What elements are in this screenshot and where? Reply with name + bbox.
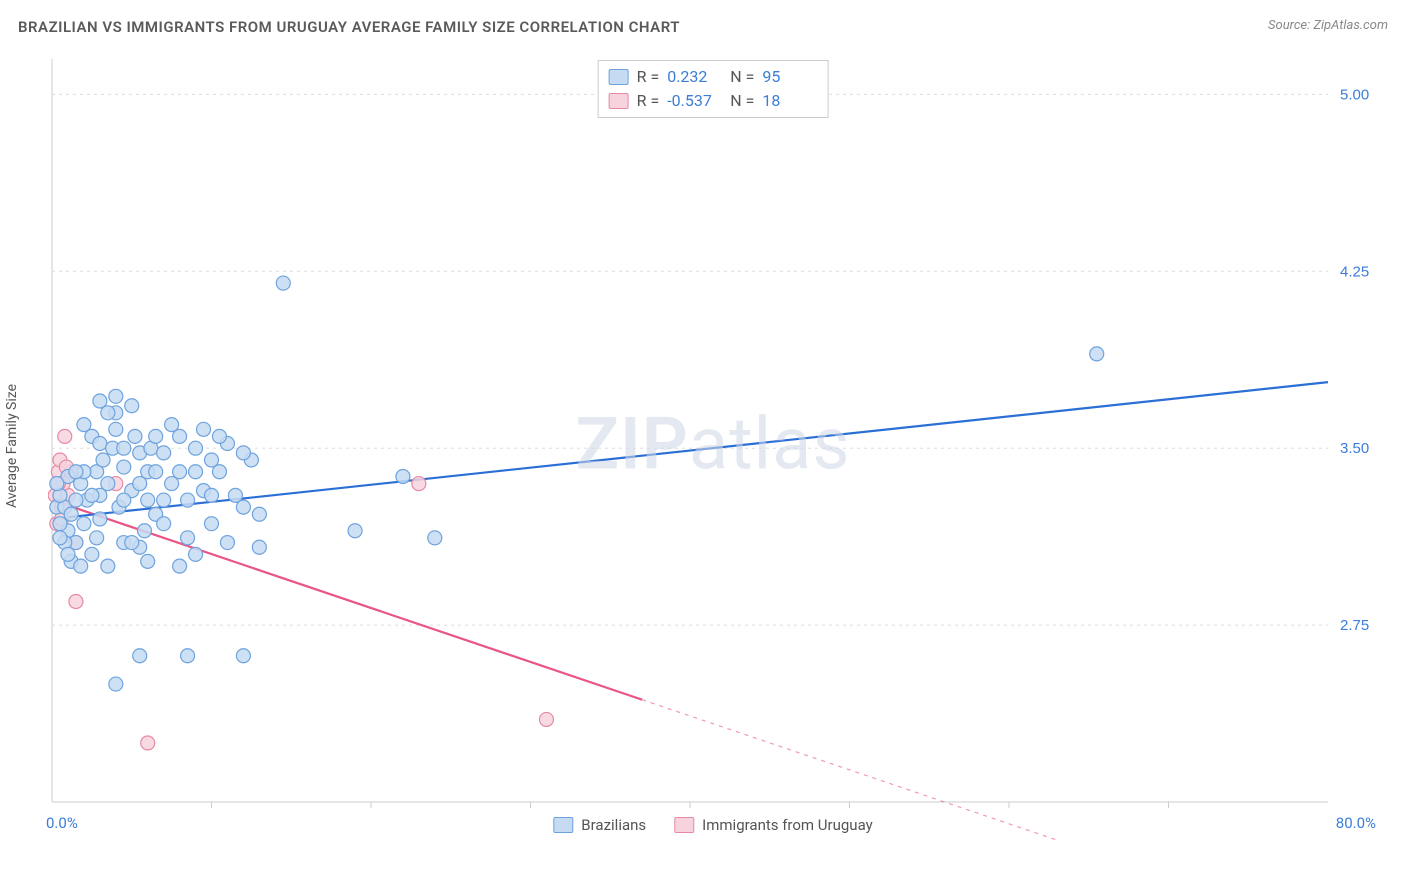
svg-text:3.50: 3.50	[1340, 440, 1369, 457]
svg-text:4.25: 4.25	[1340, 263, 1369, 280]
swatch-series1	[609, 69, 629, 85]
legend-label-1: Brazilians	[581, 816, 646, 834]
legend-swatch-2	[674, 817, 694, 833]
stats-row-series2: R = -0.537 N = 18	[609, 89, 818, 113]
stats-row-series1: R = 0.232 N = 95	[609, 65, 818, 89]
source-attribution: Source: ZipAtlas.com	[1268, 18, 1388, 33]
n-label: N =	[730, 65, 754, 89]
legend-label-2: Immigrants from Uruguay	[702, 816, 873, 834]
n-value-1: 95	[762, 65, 817, 89]
n-value-2: 18	[762, 89, 817, 113]
legend-item-2: Immigrants from Uruguay	[674, 816, 873, 834]
correlation-stats-box: R = 0.232 N = 95 R = -0.537 N = 18	[598, 60, 829, 118]
chart-header: BRAZILIAN VS IMMIGRANTS FROM URUGUAY AVE…	[18, 18, 1388, 36]
scatter-chart-svg: 2.75 3.50 4.25 5.00	[48, 55, 1378, 840]
r-label-2: R =	[637, 89, 660, 113]
r-value-1: 0.232	[667, 65, 722, 89]
svg-text:2.75: 2.75	[1340, 617, 1369, 634]
r-label: R =	[637, 65, 660, 89]
svg-text:5.00: 5.00	[1340, 86, 1369, 103]
x-axis-max-label: 80.0%	[1336, 814, 1376, 832]
n-label-2: N =	[730, 89, 754, 113]
source-name: ZipAtlas.com	[1313, 18, 1388, 33]
chart-title: BRAZILIAN VS IMMIGRANTS FROM URUGUAY AVE…	[18, 18, 680, 36]
legend-item-1: Brazilians	[553, 816, 646, 834]
legend-swatch-1	[553, 817, 573, 833]
r-value-2: -0.537	[667, 89, 722, 113]
swatch-series2	[609, 93, 629, 109]
x-axis-min-label: 0.0%	[46, 814, 78, 832]
legend: Brazilians Immigrants from Uruguay	[553, 816, 872, 834]
source-prefix: Source:	[1268, 18, 1313, 33]
plot-area: 2.753.504.255.00 ZIPatlas R = 0.232 N = …	[48, 55, 1378, 840]
y-axis-label: Average Family Size	[4, 384, 20, 508]
